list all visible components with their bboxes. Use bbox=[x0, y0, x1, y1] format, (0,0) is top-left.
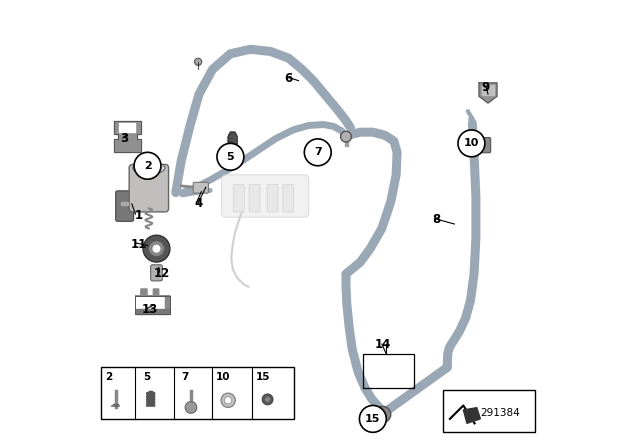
FancyBboxPatch shape bbox=[234, 185, 244, 212]
Polygon shape bbox=[479, 83, 497, 103]
Text: 1: 1 bbox=[134, 208, 143, 222]
FancyBboxPatch shape bbox=[193, 182, 209, 193]
Polygon shape bbox=[228, 132, 237, 150]
Circle shape bbox=[143, 235, 170, 262]
Circle shape bbox=[148, 241, 164, 257]
Polygon shape bbox=[147, 403, 155, 406]
Circle shape bbox=[265, 397, 270, 402]
Circle shape bbox=[185, 402, 197, 414]
FancyBboxPatch shape bbox=[150, 265, 163, 281]
Ellipse shape bbox=[132, 162, 165, 174]
FancyBboxPatch shape bbox=[116, 191, 134, 221]
Text: 6: 6 bbox=[285, 72, 292, 85]
FancyBboxPatch shape bbox=[129, 164, 168, 212]
Text: 12: 12 bbox=[154, 267, 170, 280]
Text: 2: 2 bbox=[105, 372, 112, 382]
Polygon shape bbox=[119, 123, 134, 132]
Polygon shape bbox=[482, 85, 494, 95]
Circle shape bbox=[225, 397, 232, 404]
Circle shape bbox=[458, 130, 485, 157]
Polygon shape bbox=[345, 137, 348, 146]
Polygon shape bbox=[136, 289, 170, 311]
Polygon shape bbox=[136, 309, 168, 314]
Text: 7: 7 bbox=[181, 372, 188, 382]
Polygon shape bbox=[114, 121, 141, 152]
Circle shape bbox=[262, 394, 273, 405]
Circle shape bbox=[340, 131, 351, 142]
Circle shape bbox=[221, 393, 236, 408]
Circle shape bbox=[134, 152, 161, 179]
Text: 15: 15 bbox=[256, 372, 270, 382]
FancyBboxPatch shape bbox=[283, 185, 294, 212]
Text: 8: 8 bbox=[433, 213, 440, 226]
FancyBboxPatch shape bbox=[471, 138, 491, 153]
Circle shape bbox=[152, 244, 161, 253]
Text: 11: 11 bbox=[131, 237, 147, 251]
Text: 3: 3 bbox=[120, 132, 128, 146]
Polygon shape bbox=[121, 202, 128, 205]
FancyBboxPatch shape bbox=[249, 185, 260, 212]
Circle shape bbox=[195, 58, 202, 65]
Circle shape bbox=[360, 405, 387, 432]
Polygon shape bbox=[147, 392, 155, 395]
FancyBboxPatch shape bbox=[221, 175, 309, 217]
Text: 7: 7 bbox=[314, 147, 322, 157]
Text: 10: 10 bbox=[464, 138, 479, 148]
Bar bbox=[362, 354, 414, 388]
Circle shape bbox=[374, 406, 391, 422]
Text: 9: 9 bbox=[482, 81, 490, 94]
Polygon shape bbox=[147, 400, 155, 403]
Circle shape bbox=[217, 143, 244, 170]
Polygon shape bbox=[463, 408, 481, 423]
Text: 5: 5 bbox=[227, 152, 234, 162]
Text: 291384: 291384 bbox=[480, 408, 520, 418]
Text: 14: 14 bbox=[374, 338, 391, 352]
Polygon shape bbox=[147, 397, 155, 401]
Circle shape bbox=[305, 139, 332, 166]
Polygon shape bbox=[147, 394, 155, 397]
Text: 2: 2 bbox=[143, 161, 152, 171]
Bar bbox=[443, 390, 535, 432]
Text: 10: 10 bbox=[216, 372, 230, 382]
FancyBboxPatch shape bbox=[267, 185, 278, 212]
Text: 15: 15 bbox=[365, 414, 381, 424]
Text: 13: 13 bbox=[141, 302, 158, 316]
Text: 5: 5 bbox=[143, 372, 150, 382]
Bar bbox=[101, 367, 294, 419]
Text: 4: 4 bbox=[195, 197, 203, 211]
